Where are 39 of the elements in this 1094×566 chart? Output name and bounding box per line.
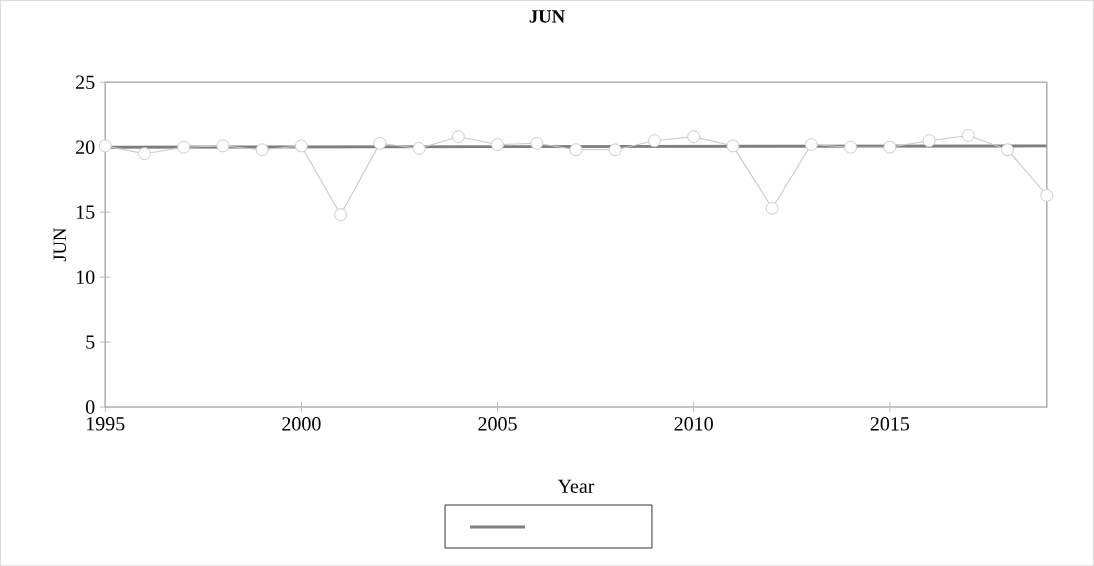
x-tick-label: 1995 <box>86 416 125 431</box>
point <box>1001 143 1014 157</box>
chart-title: JUN <box>529 10 565 23</box>
point <box>177 140 191 154</box>
y-axis-title: JUN <box>53 227 67 262</box>
y-tick-label: 15 <box>76 205 95 219</box>
point <box>137 147 151 161</box>
point <box>569 143 583 157</box>
point <box>98 139 112 153</box>
point <box>883 140 897 154</box>
point <box>765 201 779 215</box>
y-tick-label: 0 <box>85 400 95 414</box>
point <box>451 130 465 144</box>
point <box>216 139 230 153</box>
point <box>687 130 701 144</box>
point <box>922 134 936 148</box>
y-tick-label: 5 <box>86 335 95 349</box>
point <box>961 128 975 142</box>
point <box>844 140 858 154</box>
point <box>373 136 387 150</box>
x-tick-label: 2015 <box>870 416 910 431</box>
point <box>1040 188 1054 202</box>
y-tick-label: 10 <box>76 270 95 284</box>
point <box>726 139 740 153</box>
x-axis-title: Year <box>557 479 595 493</box>
x-tick-label: 2005 <box>478 416 517 431</box>
point <box>294 139 308 153</box>
point <box>530 136 544 150</box>
point <box>491 138 504 151</box>
point <box>804 138 818 151</box>
y-tick-label: 20 <box>76 140 95 154</box>
x-tick-label: 2010 <box>674 416 713 431</box>
y-tick-label: 25 <box>76 75 95 89</box>
point <box>412 141 426 155</box>
point <box>608 143 622 157</box>
point <box>334 208 348 222</box>
x-tick-label: 2000 <box>282 416 321 431</box>
point <box>647 134 661 148</box>
point <box>255 143 269 157</box>
